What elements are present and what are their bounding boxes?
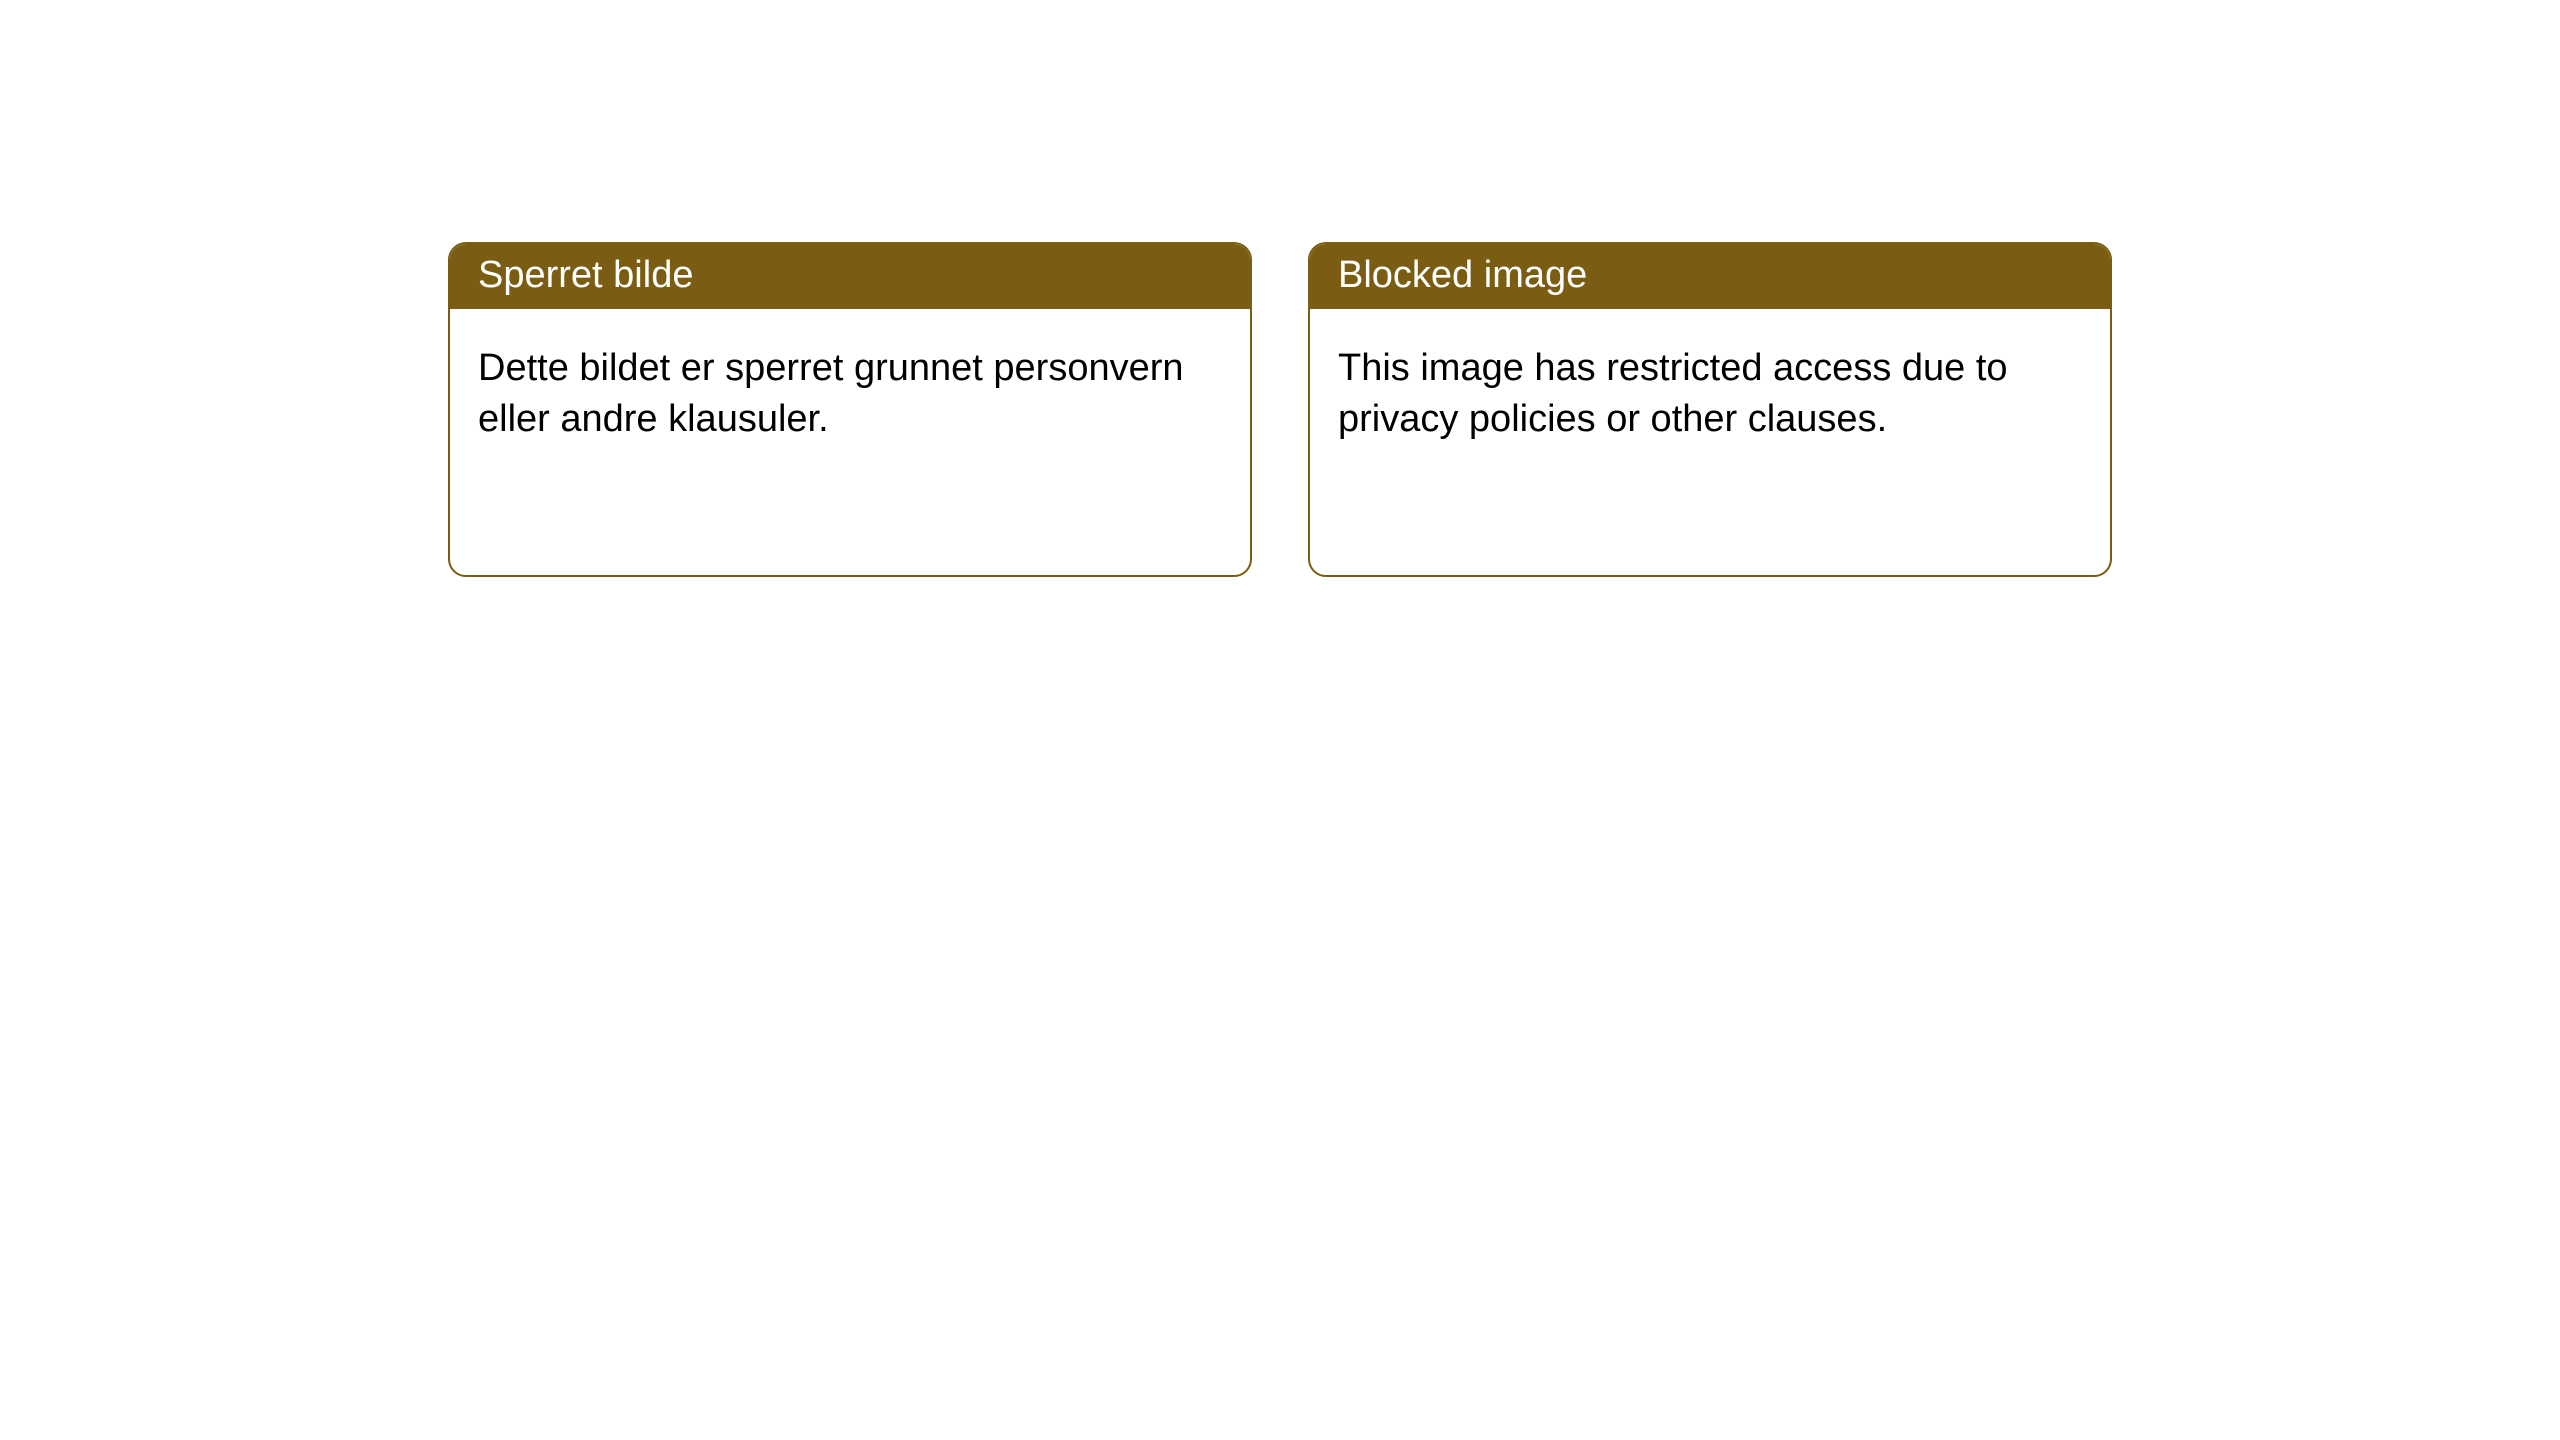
notice-body-en: This image has restricted access due to … xyxy=(1310,309,2110,480)
notice-title-en: Blocked image xyxy=(1310,244,2110,309)
notice-title-no: Sperret bilde xyxy=(450,244,1250,309)
notice-card-en: Blocked image This image has restricted … xyxy=(1308,242,2112,577)
notice-body-no: Dette bildet er sperret grunnet personve… xyxy=(450,309,1250,480)
notice-card-no: Sperret bilde Dette bildet er sperret gr… xyxy=(448,242,1252,577)
notice-container: Sperret bilde Dette bildet er sperret gr… xyxy=(0,0,2560,577)
